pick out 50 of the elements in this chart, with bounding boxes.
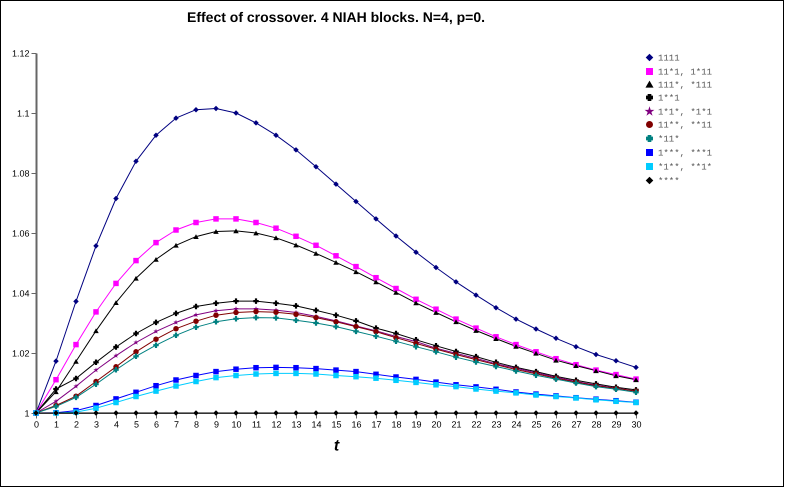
x-tick-label: 20 <box>431 420 442 430</box>
x-tick-label: 14 <box>311 420 322 430</box>
x-tick-label: 22 <box>471 420 482 430</box>
chart-title: Effect of crossover. 4 NIAH blocks. N=4, p=0. <box>187 9 485 25</box>
x-tick-label: 8 <box>194 420 200 430</box>
legend-label: 11**, **11 <box>658 120 712 130</box>
x-tick-label: 21 <box>451 420 462 430</box>
x-tick-label: 25 <box>531 420 542 430</box>
x-tick-label: 29 <box>611 420 622 430</box>
x-tick-label: 7 <box>174 420 180 430</box>
x-tick-label: 2 <box>74 420 80 430</box>
x-tick-label: 23 <box>491 420 502 430</box>
x-tick-label: 1 <box>54 420 60 430</box>
legend-label: 111*, *111 <box>658 80 712 90</box>
x-tick-label: 11 <box>252 420 262 430</box>
legend-label: 1*1*, *1*1 <box>658 108 712 118</box>
x-tick-label: 27 <box>571 420 582 430</box>
x-tick-label: 4 <box>114 420 120 430</box>
y-tick-label: 1.08 <box>12 168 30 178</box>
x-tick-label: 13 <box>291 420 302 430</box>
y-tick-label: 1.06 <box>12 228 30 238</box>
x-tick-label: 28 <box>591 420 602 430</box>
legend-label: 1***, ***1 <box>658 148 712 158</box>
y-tick-label: 1 <box>24 408 30 418</box>
y-tick-label: 1.12 <box>12 48 30 58</box>
x-tick-label: 6 <box>154 420 160 430</box>
x-tick-label: 0 <box>34 420 40 430</box>
x-tick-label: 15 <box>331 420 342 430</box>
x-axis-title: t <box>334 438 340 454</box>
y-tick-label: 1.02 <box>12 348 30 358</box>
legend-label: *1**, **1* <box>658 162 712 172</box>
legend-label: **** <box>658 176 680 186</box>
x-tick-label: 12 <box>271 420 282 430</box>
x-tick-label: 10 <box>231 420 242 430</box>
x-tick-label: 17 <box>371 420 382 430</box>
legend-label: 1**1 <box>658 94 680 104</box>
x-tick-label: 16 <box>351 420 362 430</box>
y-tick-label: 1.1 <box>16 108 30 118</box>
x-tick-label: 30 <box>631 420 642 430</box>
legend-label: *11* <box>658 134 680 144</box>
legend-label: 1111 <box>658 54 680 64</box>
y-tick-label: 1.04 <box>12 288 30 298</box>
x-tick-label: 26 <box>551 420 562 430</box>
legend-label: 11*1, 1*11 <box>658 68 712 78</box>
x-tick-label: 24 <box>511 420 522 430</box>
x-tick-label: 9 <box>214 420 220 430</box>
x-tick-label: 18 <box>391 420 402 430</box>
x-tick-label: 5 <box>134 420 140 430</box>
x-tick-label: 19 <box>411 420 422 430</box>
x-tick-label: 3 <box>94 420 100 430</box>
